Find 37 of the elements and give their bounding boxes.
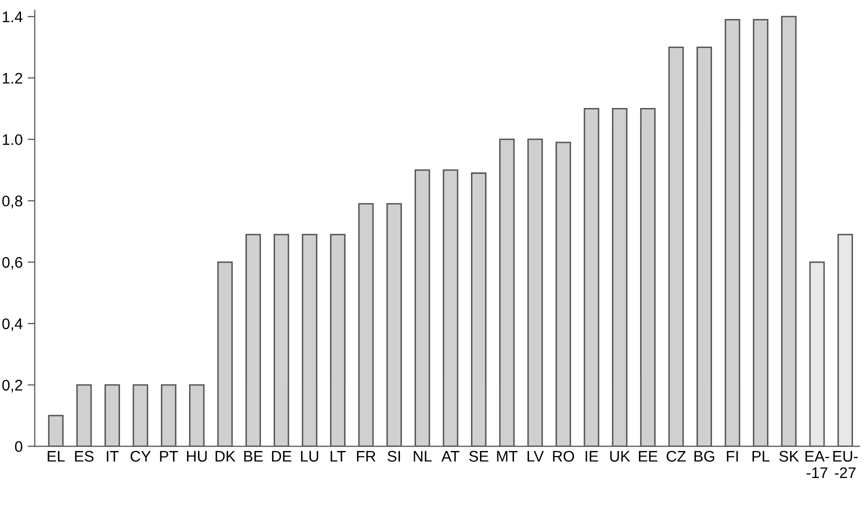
x-tick-label: PT — [160, 451, 178, 462]
y-tick-label: 0,6 — [2, 257, 22, 270]
x-tick-label: PL — [752, 451, 770, 462]
x-tick-label: NL — [414, 451, 432, 462]
y-tick-label: 0,8 — [2, 196, 22, 208]
x-tick-label: SK — [779, 450, 799, 462]
y-tick-label: 1.0 — [2, 134, 22, 146]
x-tick-label: CZ — [666, 450, 686, 462]
y-tick-label: 1.2 — [2, 72, 22, 84]
y-tick-label: 0,4 — [2, 318, 22, 332]
x-tick-label: EA- -17 — [806, 451, 830, 478]
x-tick-label: ES — [75, 450, 94, 462]
x-tick-label: DK — [216, 451, 236, 462]
y-tick-label: 0 — [15, 441, 22, 452]
x-tick-label: LT — [330, 451, 346, 462]
x-tick-label: AT — [441, 451, 460, 462]
x-tick-label: IT — [106, 451, 119, 462]
y-tick-label: 1.4 — [2, 12, 22, 22]
x-tick-label: LV — [528, 451, 544, 462]
x-tick-label: EE — [638, 451, 658, 462]
x-tick-label: BE — [244, 451, 263, 462]
x-tick-label: FR — [357, 451, 376, 462]
x-tick-label: UK — [610, 451, 630, 462]
x-tick-label: FI — [726, 451, 738, 462]
y-tick-label: 0,2 — [2, 380, 22, 392]
x-tick-label: HU — [187, 451, 207, 462]
x-tick-label: IE — [586, 451, 598, 462]
x-tick-label: SE — [469, 450, 488, 462]
x-tick-label: RO — [553, 450, 574, 462]
x-tick-label: EL — [48, 451, 65, 462]
x-tick-label: BG — [694, 450, 714, 462]
x-tick-label: MT — [497, 451, 518, 462]
x-tick-label: LU — [301, 451, 318, 462]
x-tick-label: DE — [272, 451, 292, 462]
x-tick-label: SI — [388, 450, 400, 462]
x-tick-label: EU- -27 — [833, 451, 858, 478]
x-tick-label: CY — [130, 450, 151, 462]
